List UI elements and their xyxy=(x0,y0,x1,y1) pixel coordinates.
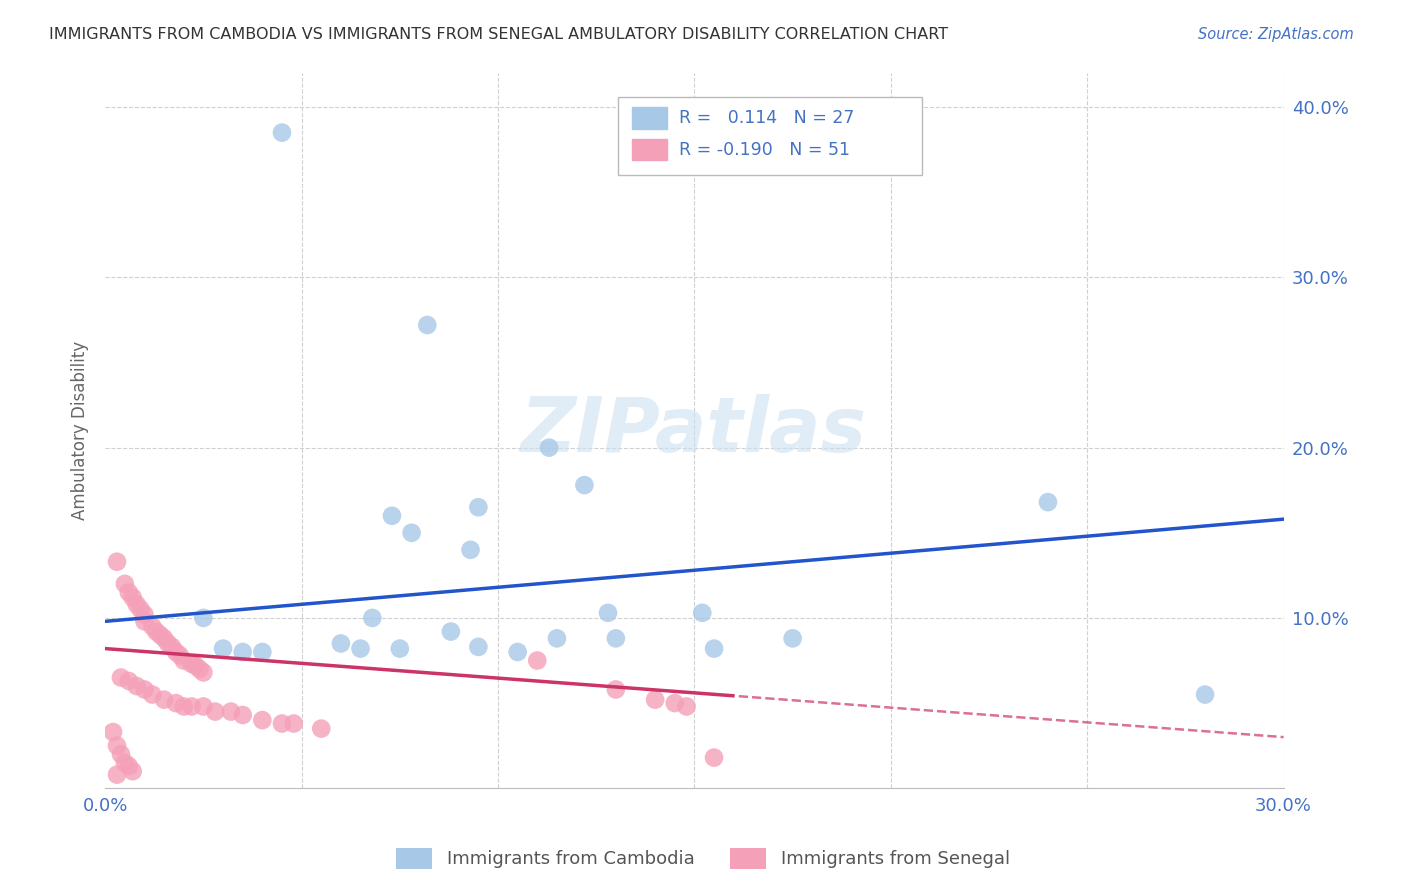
Point xyxy=(232,645,254,659)
Point xyxy=(644,692,666,706)
Point xyxy=(169,648,191,663)
Point xyxy=(1036,495,1059,509)
Point xyxy=(110,747,132,761)
Point xyxy=(546,632,568,646)
Point xyxy=(188,662,211,676)
Point xyxy=(121,764,143,779)
Point xyxy=(605,682,627,697)
Point xyxy=(401,525,423,540)
Text: R =   0.114   N = 27: R = 0.114 N = 27 xyxy=(679,109,855,127)
Point xyxy=(173,699,195,714)
Point xyxy=(145,624,167,639)
Legend: Immigrants from Cambodia, Immigrants from Senegal: Immigrants from Cambodia, Immigrants fro… xyxy=(388,840,1018,876)
Point xyxy=(204,705,226,719)
Bar xyxy=(631,107,668,128)
Bar xyxy=(631,139,668,161)
Point xyxy=(460,542,482,557)
Point xyxy=(121,591,143,605)
Point xyxy=(675,699,697,714)
Point xyxy=(526,653,548,667)
Point xyxy=(114,577,136,591)
Point xyxy=(157,636,180,650)
Point xyxy=(125,597,148,611)
Point xyxy=(212,641,235,656)
Point xyxy=(416,318,439,332)
Point xyxy=(114,756,136,770)
Point xyxy=(1194,688,1216,702)
Text: IMMIGRANTS FROM CAMBODIA VS IMMIGRANTS FROM SENEGAL AMBULATORY DISABILITY CORREL: IMMIGRANTS FROM CAMBODIA VS IMMIGRANTS F… xyxy=(49,27,948,42)
Point xyxy=(180,657,202,671)
Point xyxy=(252,645,274,659)
Point xyxy=(329,636,352,650)
Point xyxy=(105,555,128,569)
Point xyxy=(605,632,627,646)
Point xyxy=(703,750,725,764)
Point xyxy=(110,671,132,685)
Point xyxy=(703,641,725,656)
Point xyxy=(440,624,463,639)
Point xyxy=(129,602,152,616)
Point xyxy=(219,705,242,719)
Point xyxy=(271,126,294,140)
Point xyxy=(134,615,156,629)
Point xyxy=(118,759,141,773)
Point xyxy=(467,640,489,654)
Point xyxy=(180,699,202,714)
Point xyxy=(664,696,686,710)
Point xyxy=(153,692,176,706)
Point xyxy=(105,767,128,781)
Point xyxy=(134,682,156,697)
Text: ZIPatlas: ZIPatlas xyxy=(522,393,868,467)
Point xyxy=(149,628,172,642)
Point xyxy=(388,641,411,656)
Point xyxy=(690,606,713,620)
Point xyxy=(193,665,215,680)
Point xyxy=(574,478,596,492)
Point xyxy=(165,696,187,710)
Text: Source: ZipAtlas.com: Source: ZipAtlas.com xyxy=(1198,27,1354,42)
Point xyxy=(538,441,561,455)
Point xyxy=(361,611,384,625)
Point xyxy=(101,725,124,739)
Point xyxy=(349,641,371,656)
Text: R = -0.190   N = 51: R = -0.190 N = 51 xyxy=(679,141,851,159)
Point xyxy=(118,585,141,599)
Point xyxy=(309,722,332,736)
Point xyxy=(153,632,176,646)
Point xyxy=(160,640,183,654)
Point xyxy=(118,673,141,688)
Y-axis label: Ambulatory Disability: Ambulatory Disability xyxy=(72,341,89,520)
Point xyxy=(193,611,215,625)
Point xyxy=(105,739,128,753)
Point xyxy=(165,645,187,659)
Point xyxy=(596,606,619,620)
Point xyxy=(232,708,254,723)
Point xyxy=(184,658,207,673)
Point xyxy=(467,500,489,515)
Point xyxy=(506,645,529,659)
Point xyxy=(271,716,294,731)
Point xyxy=(134,607,156,622)
FancyBboxPatch shape xyxy=(617,97,922,175)
Point xyxy=(252,713,274,727)
Point xyxy=(782,632,804,646)
Point xyxy=(283,716,305,731)
Point xyxy=(125,679,148,693)
Point xyxy=(381,508,404,523)
Point xyxy=(141,619,163,633)
Point xyxy=(141,688,163,702)
Point xyxy=(173,653,195,667)
Point xyxy=(193,699,215,714)
